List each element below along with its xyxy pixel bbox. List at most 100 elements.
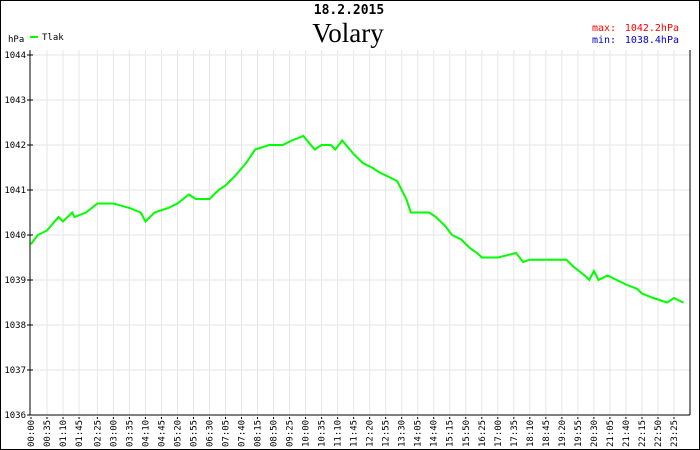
x-tick	[273, 417, 275, 419]
x-tick	[593, 417, 595, 419]
min-value: 1038.4hPa	[625, 35, 679, 46]
data-point	[636, 288, 639, 290]
x-tick-label: 18:10	[526, 420, 536, 447]
data-point	[254, 148, 257, 151]
x-tick	[385, 417, 387, 419]
data-point	[480, 256, 483, 259]
data-point	[217, 189, 220, 191]
x-tick	[241, 417, 243, 419]
data-point	[469, 247, 472, 250]
x-tick-label: 14:40	[430, 420, 440, 447]
x-tick	[208, 417, 210, 419]
y-tick-label: 1036	[4, 411, 26, 421]
x-tick-label: 00:35	[43, 420, 53, 447]
min-label: min:	[592, 35, 616, 46]
data-point	[291, 139, 293, 142]
data-point	[588, 279, 591, 281]
max-value: 1042.2hPa	[625, 23, 679, 34]
x-tick-label: 10:00	[302, 420, 312, 447]
data-point	[281, 144, 284, 146]
y-tick-label: 1038	[4, 321, 26, 331]
data-point	[435, 216, 437, 218]
data-point	[188, 193, 190, 196]
x-tick-label: 12:55	[382, 420, 392, 447]
x-tick	[657, 417, 659, 419]
x-tick	[321, 417, 323, 419]
x-tick	[337, 417, 339, 419]
data-point	[625, 283, 627, 286]
legend-label-tlak: Tlak	[42, 33, 64, 43]
x-tick-label: 11:45	[350, 420, 360, 447]
data-point	[176, 202, 179, 205]
data-point	[378, 171, 380, 173]
y-axis-label: hPa	[8, 35, 24, 45]
x-tick-label: 21:05	[606, 420, 616, 447]
x-tick	[62, 417, 64, 419]
x-tick-label: 10:35	[318, 420, 328, 447]
x-tick	[305, 417, 307, 419]
y-tick-label: 1044	[4, 51, 26, 61]
data-point	[444, 225, 446, 227]
x-tick	[561, 417, 563, 419]
x-tick	[160, 417, 162, 419]
x-tick	[112, 417, 114, 419]
data-point	[666, 301, 668, 304]
data-point	[140, 211, 142, 214]
x-tick-label: 17:00	[494, 420, 504, 447]
y-tick-label: 1043	[4, 96, 26, 106]
y-tick-label: 1039	[4, 276, 26, 286]
max-label: max:	[592, 23, 616, 34]
data-point	[128, 207, 131, 209]
y-tick-label: 1037	[4, 366, 26, 376]
x-tick-label: 12:20	[366, 420, 376, 447]
x-tick-label: 15:15	[446, 420, 456, 447]
x-tick	[96, 417, 98, 419]
data-point	[194, 198, 197, 200]
data-point	[245, 162, 247, 164]
x-tick-label: 09:25	[286, 420, 296, 447]
data-point	[451, 234, 453, 236]
data-point	[313, 148, 316, 151]
data-point	[515, 252, 517, 254]
data-point	[405, 198, 408, 200]
data-point	[144, 220, 147, 223]
x-tick-label: 18:45	[542, 420, 552, 447]
x-tick-label: 16:25	[478, 420, 488, 447]
x-tick	[30, 417, 32, 419]
x-tick	[673, 417, 675, 419]
x-tick-label: 19:55	[574, 420, 584, 447]
x-tick	[577, 417, 579, 419]
data-point	[529, 258, 531, 261]
data-point	[153, 211, 156, 214]
data-point	[112, 202, 115, 205]
data-point	[96, 202, 99, 205]
data-point	[57, 216, 60, 218]
x-tick-label: 01:45	[75, 420, 85, 447]
x-tick-label: 03:35	[125, 420, 135, 447]
data-point	[522, 261, 524, 263]
data-point	[410, 211, 412, 214]
x-tick	[176, 417, 178, 419]
x-tick	[465, 417, 467, 419]
x-tick	[46, 417, 48, 419]
x-tick-label: 06:30	[205, 420, 215, 447]
data-point	[641, 292, 643, 295]
data-point	[329, 144, 332, 146]
y-tick-label: 1042	[4, 141, 26, 151]
x-tick	[513, 417, 515, 419]
x-tick-label: 23:25	[670, 420, 680, 447]
data-point	[428, 211, 430, 214]
x-tick	[545, 417, 547, 419]
chart-title: Volary	[312, 18, 384, 48]
data-point	[460, 238, 462, 241]
chart-subtitle: 18.2.2015	[314, 3, 384, 18]
data-point	[30, 243, 32, 245]
x-tick	[192, 417, 194, 419]
x-tick-label: 08:50	[270, 420, 280, 447]
data-point	[341, 139, 343, 142]
x-tick-label: 07:05	[221, 420, 231, 447]
x-tick	[353, 417, 355, 419]
data-point	[268, 144, 270, 146]
